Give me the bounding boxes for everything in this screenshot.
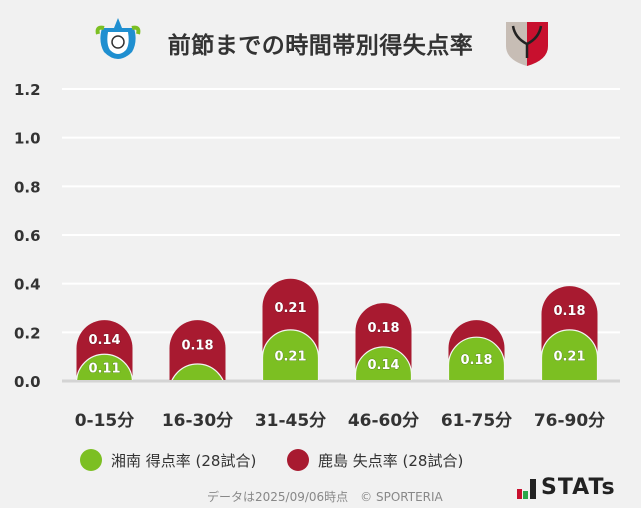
x-tick-label: 76-90分 [534, 411, 605, 431]
y-tick-label: 1.0 [14, 130, 41, 148]
stats-bars-icon [517, 479, 536, 499]
legend-swatch-green [80, 449, 102, 471]
y-tick-label: 0.6 [14, 227, 41, 245]
y-tick-label: 0.0 [14, 373, 41, 391]
bar-shonan-scored [447, 336, 506, 380]
y-tick-label: 0.4 [14, 276, 41, 294]
data-label-kashima: 0.18 [181, 338, 213, 353]
x-tick-label: 61-75分 [441, 411, 512, 431]
stats-logo: STATs [517, 477, 616, 499]
legend-label: 鹿島 失点率 (28試合) [318, 451, 464, 470]
data-label-kashima: 0.18 [553, 304, 585, 319]
bar-shonan-scored [540, 329, 599, 380]
data-label-kashima: 0.14 [88, 333, 120, 348]
x-tick-label: 16-30分 [162, 411, 233, 431]
data-label-shonan: 0.21 [274, 349, 306, 364]
data-label-kashima: 0.18 [367, 321, 399, 336]
x-tick-label: 0-15分 [75, 411, 135, 431]
legend-item-kashima: 鹿島 失点率 (28試合) [287, 449, 463, 471]
data-label-kashima: 0.21 [274, 301, 306, 316]
data-label-shonan: 0.11 [88, 362, 120, 377]
x-tick-label: 46-60分 [348, 411, 419, 431]
y-tick-label: 1.2 [14, 81, 41, 99]
y-tick-label: 0.8 [14, 178, 41, 196]
x-tick-label: 31-45分 [255, 411, 326, 431]
bar-shonan-scored [76, 353, 133, 380]
legend-swatch-red [287, 449, 309, 471]
bar-shonan-scored [354, 346, 413, 380]
bar-kashima-conceded [169, 320, 226, 380]
data-label-shonan: 0.21 [553, 349, 585, 364]
footer-note: データは2025/09/06時点 © SPORTERIA [207, 490, 443, 504]
shonan-logo [95, 18, 141, 59]
legend-item-shonan: 湘南 得点率 (28試合) [80, 449, 256, 471]
kashima-logo [506, 22, 548, 66]
chart-title: 前節までの時間帯別得失点率 [167, 33, 474, 59]
data-label-shonan: 0.18 [460, 353, 492, 368]
y-tick-label: 0.2 [14, 324, 41, 342]
data-label-shonan: 0.14 [367, 358, 399, 373]
legend-label: 湘南 得点率 (28試合) [111, 451, 257, 470]
bar-shonan-scored [261, 329, 320, 380]
bar-shonan-scored [171, 363, 224, 380]
